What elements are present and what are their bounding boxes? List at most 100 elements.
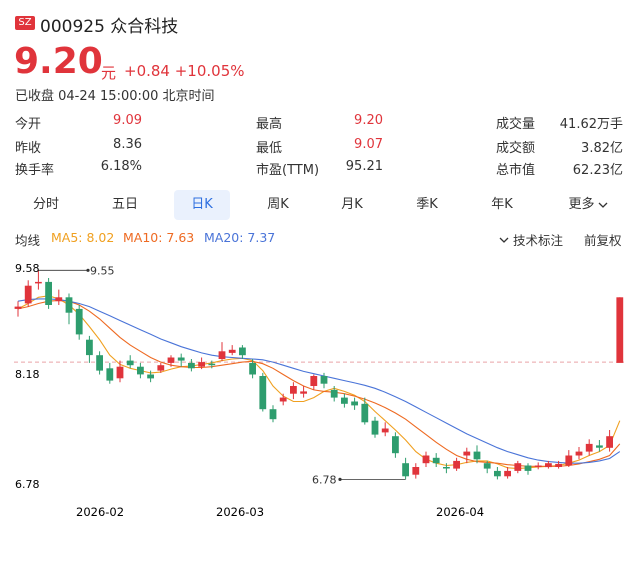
candle-body [534,465,542,467]
candle-body [422,455,430,464]
price-tick-label: 8.18 [15,368,40,381]
price-tick-label: 9.58 [15,262,40,275]
candle-body [402,463,409,477]
current-price: 9.20 [14,41,103,82]
candle-body [575,451,583,456]
candle-body [86,339,93,356]
candle [290,382,297,400]
candle-body [361,403,369,423]
candle [249,359,256,379]
candle-body [106,368,114,381]
candle [126,355,134,369]
quote-value: 6.18% [100,159,142,174]
candle-body [504,470,511,477]
candle [116,360,124,383]
quote-label: 成交额 [496,141,536,156]
quote-value: 62.23亿 [572,163,623,178]
candle-body [371,420,379,435]
candle-body [75,308,83,335]
candle [55,289,63,305]
candle-body [494,470,501,477]
candle-body [147,374,154,379]
candle [616,297,624,363]
candle-body [545,463,552,468]
quote-label: 成交量 [496,117,536,132]
candle-body [310,376,318,386]
candle-body [341,397,348,404]
price-adjust-button[interactable]: 前复权 [584,233,622,248]
candle [422,451,430,467]
high-marker-label: 9.55 [90,264,115,277]
market-status: 已收盘 04-24 15:00:00 北京时间 [15,89,215,104]
candle-body [24,285,32,304]
candle [402,457,409,480]
candle-body [188,362,195,369]
tab-intraday[interactable]: 分时 [32,197,59,212]
candle [351,397,358,410]
quote-label: 今开 [15,117,42,132]
ma20-value: MA20: 7.37 [204,230,276,245]
candle [137,362,144,379]
candle [167,355,175,367]
ma-label: 均线 [15,233,41,248]
candle-body [116,366,124,379]
candle-body [392,436,399,454]
technical-annotation-toggle[interactable]: 技术标注 [499,230,563,249]
candle [463,447,471,464]
tab-daily-k[interactable]: 日K [174,190,230,220]
tab-five-day[interactable]: 五日 [111,197,138,212]
low-marker-label: 6.78 [312,473,337,486]
tab-quarterly-k[interactable]: 季K [416,197,438,212]
candle [361,397,369,425]
candle [96,351,103,375]
candle-body [320,376,328,384]
candle-body [259,376,267,410]
candle [606,430,613,452]
candle [300,386,307,398]
chevron-down-icon [598,202,607,208]
market-badge: SZ [15,16,35,30]
candle [341,393,348,408]
candle [35,270,42,290]
quote-label: 市盈(TTM) [256,163,320,178]
candlestick-chart[interactable]: 9.58 8.18 6.78 2026-02 2026-03 2026-04 9… [0,252,638,527]
candle [555,460,562,469]
candle [65,293,73,325]
candle-body [157,365,165,371]
candle-body [606,436,613,448]
candle [147,370,154,383]
candle [218,342,226,362]
candle-body [300,391,307,394]
candle-body [473,451,481,460]
tab-yearly-k[interactable]: 年K [491,197,513,212]
candle [483,460,491,474]
tab-weekly-k[interactable]: 周K [267,197,289,212]
candle-body [279,397,287,402]
candle-body [483,463,491,469]
candle-body [35,281,42,284]
candle-body [381,428,389,433]
candle [86,335,93,363]
candle-body [198,362,205,367]
candle [432,453,440,467]
candle [575,447,583,460]
tab-monthly-k[interactable]: 月K [341,197,363,212]
candle [320,372,328,389]
candle [473,445,481,464]
quote-value: 3.82亿 [581,141,623,156]
candle-body [239,347,246,356]
low-marker-dot [338,477,342,481]
candle-body [596,445,603,448]
candle [106,362,114,384]
candle [585,439,593,456]
candle [494,467,501,480]
candle-body [514,463,522,471]
quote-value: 9.07 [354,137,383,152]
tab-more[interactable]: 更多 [558,190,618,220]
quote-label: 最低 [256,141,283,156]
candle [596,440,603,452]
candle [412,463,420,479]
candle [239,345,246,359]
ma5-line [17,295,621,470]
candle-body [269,409,277,420]
